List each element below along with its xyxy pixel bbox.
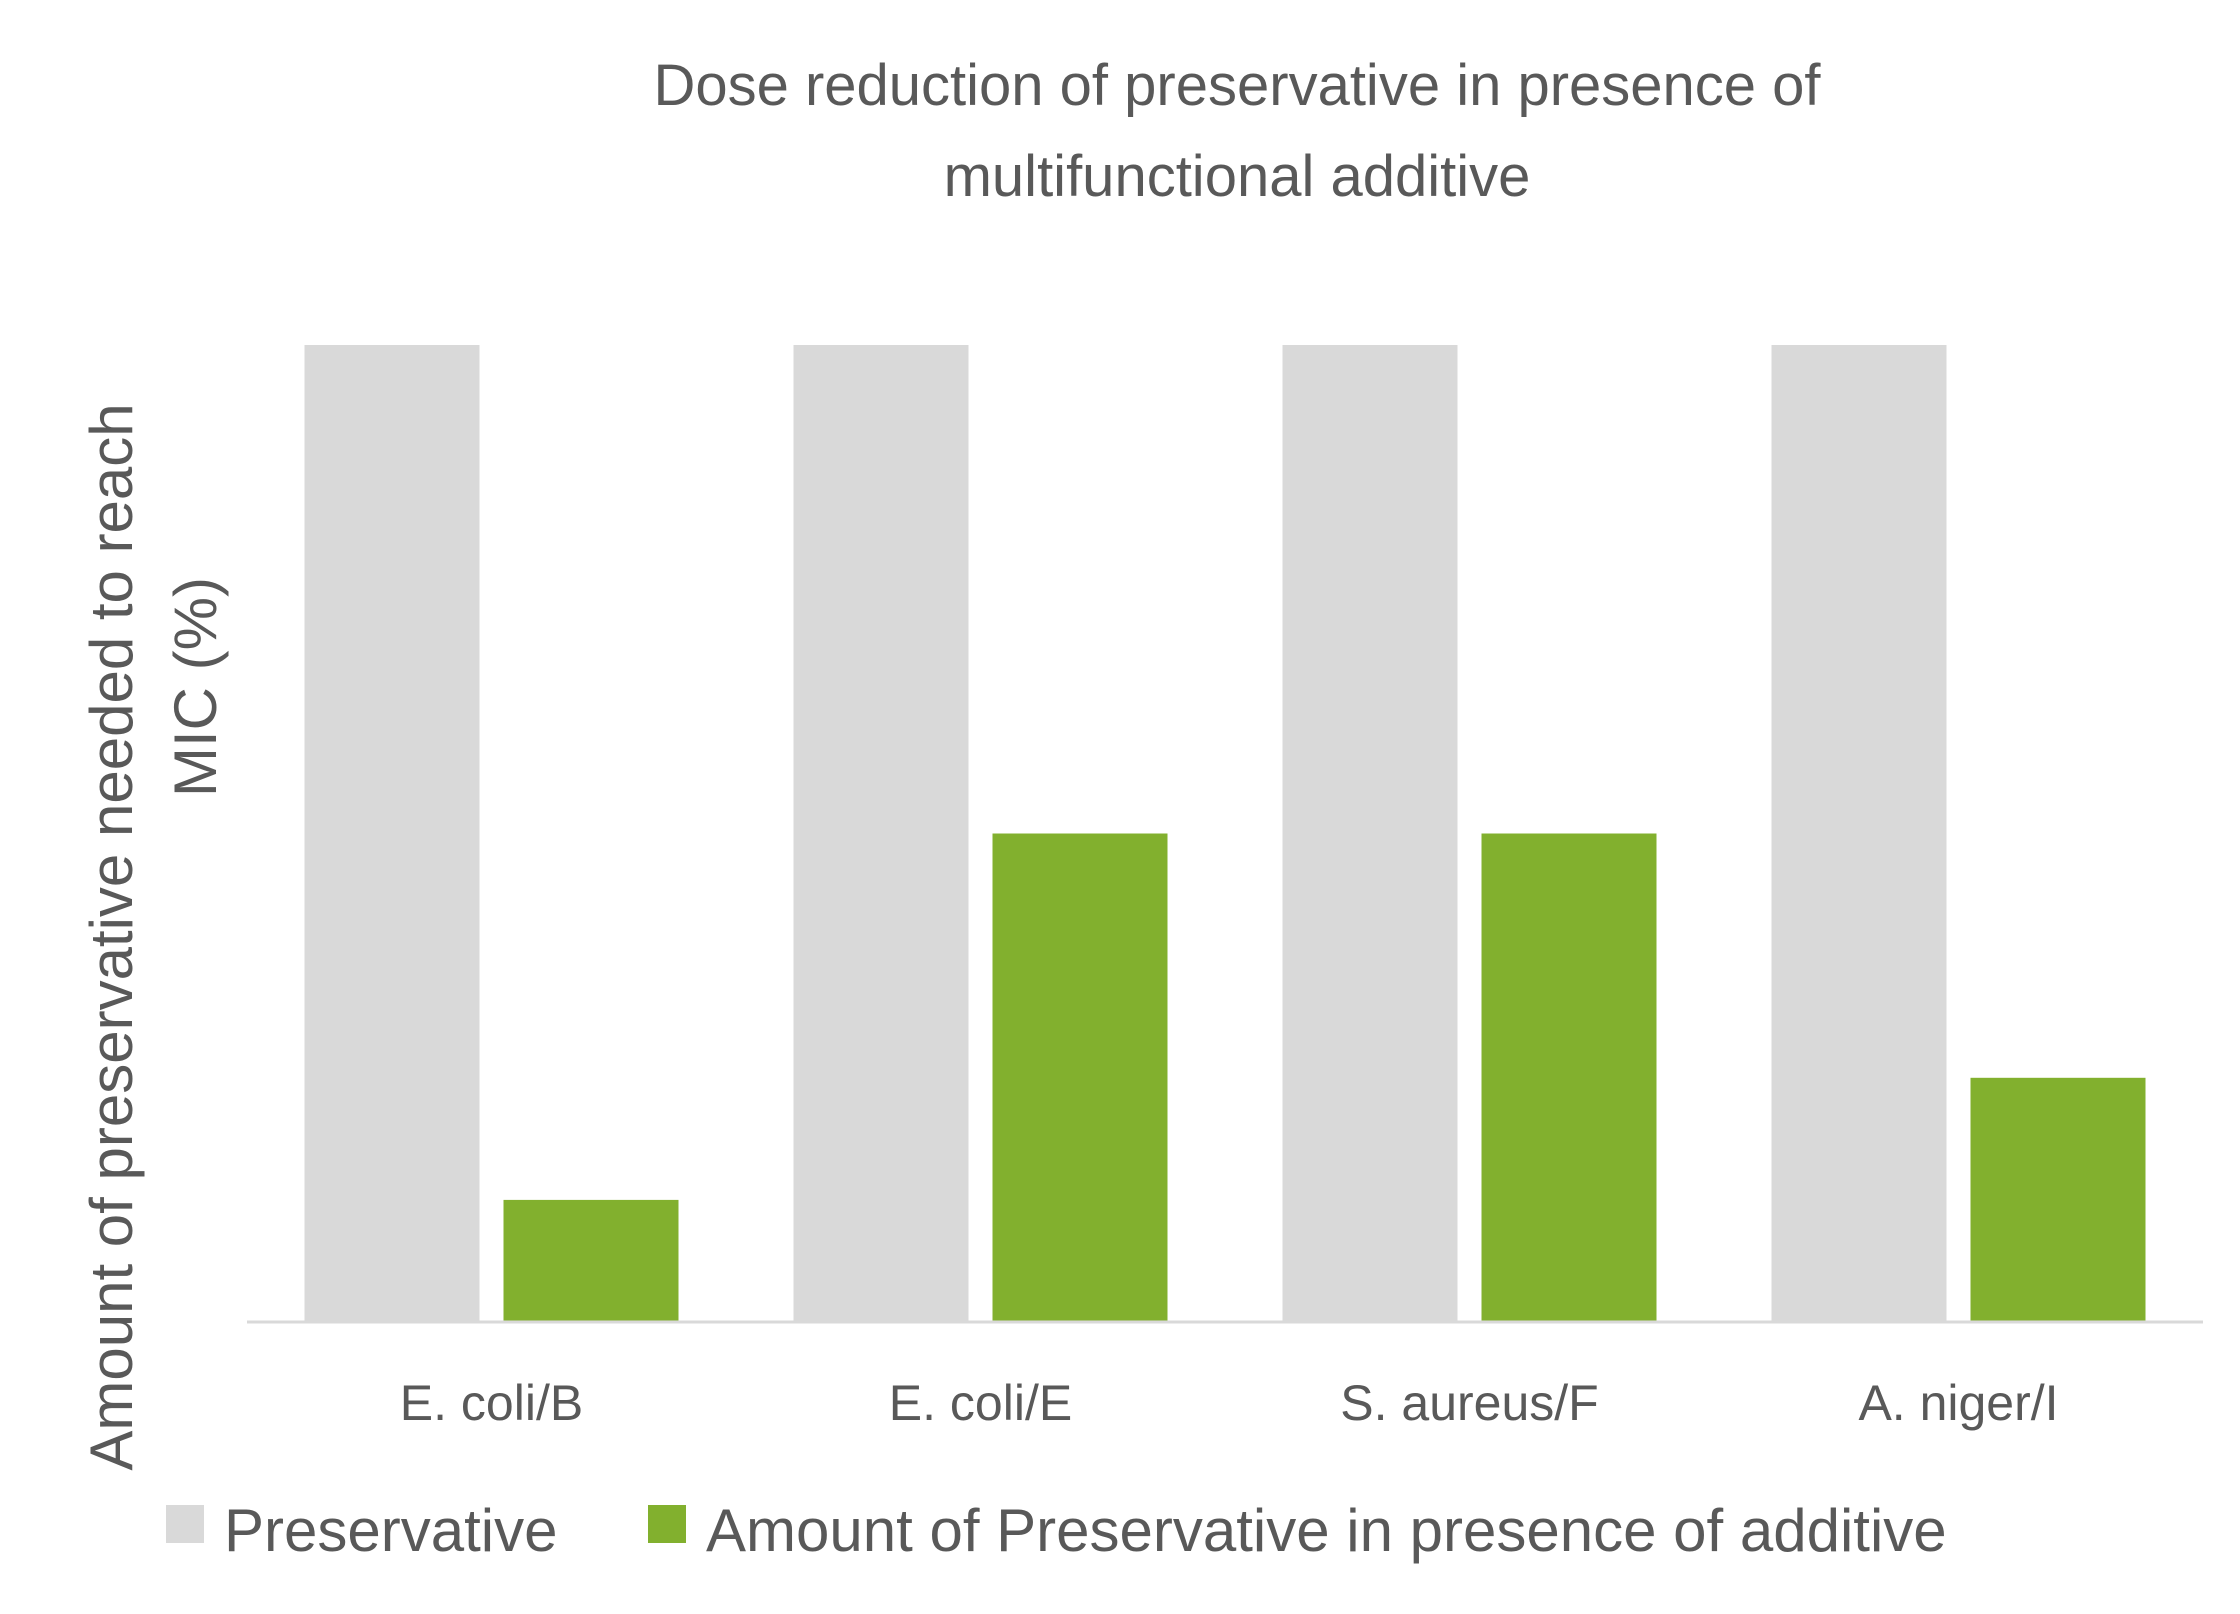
bar-with-additive-0 bbox=[503, 1199, 679, 1322]
legend-swatch-with-additive bbox=[648, 1505, 686, 1543]
legend-label-with-additive: Amount of Preservative in presence of ad… bbox=[706, 1497, 1947, 1564]
chart-title-line-1: Dose reduction of preservative in presen… bbox=[653, 53, 1821, 118]
x-tick-label-0: E. coli/B bbox=[400, 1375, 583, 1431]
x-tick-label-3: A. niger/I bbox=[1858, 1375, 2058, 1431]
bar-preservative-1 bbox=[793, 345, 969, 1322]
bars-layer bbox=[304, 345, 2146, 1323]
x-tick-labels: E. coli/B E. coli/E S. aureus/F A. niger/I bbox=[400, 1375, 2059, 1431]
bar-preservative-3 bbox=[1771, 345, 1947, 1322]
y-axis-label-line-1: Amount of preservative needed to reach bbox=[78, 403, 145, 1470]
chart-title-line-2: multifunctional additive bbox=[944, 144, 1531, 209]
bar-with-additive-1 bbox=[992, 833, 1168, 1322]
x-tick-label-1: E. coli/E bbox=[889, 1375, 1072, 1431]
x-tick-label-2: S. aureus/F bbox=[1340, 1375, 1598, 1431]
bar-preservative-2 bbox=[1282, 345, 1458, 1322]
legend-swatch-preservative bbox=[166, 1505, 204, 1543]
legend: Preservative Amount of Preservative in p… bbox=[166, 1497, 1947, 1564]
bar-with-additive-2 bbox=[1481, 833, 1657, 1322]
y-axis-label-line-2: MIC (%) bbox=[162, 577, 229, 797]
legend-label-preservative: Preservative bbox=[224, 1497, 557, 1564]
bar-with-additive-3 bbox=[1970, 1077, 2146, 1323]
bar-preservative-0 bbox=[304, 345, 480, 1322]
